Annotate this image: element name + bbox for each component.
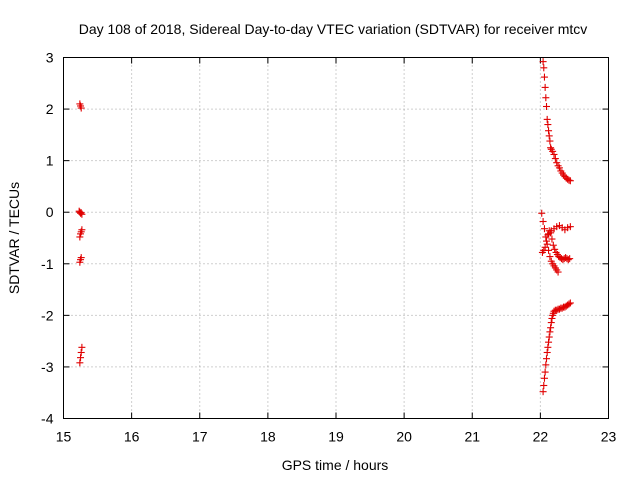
data-point [76,233,84,241]
data-point [543,237,551,245]
data-point [543,355,551,363]
data-point [77,354,85,362]
x-axis-tick-labels: 15 16 17 18 19 20 21 22 23 [56,429,617,445]
series-6 [539,58,574,185]
y-tick-label: -1 [41,256,54,272]
data-point [78,210,86,218]
data-point [551,155,559,163]
data-point [566,255,574,263]
data-point [540,374,548,382]
x-axis-label: GPS time / hours [282,457,389,473]
data-point [545,127,553,135]
series-5 [76,343,86,367]
y-tick-label: -4 [41,411,54,427]
data-point [77,254,85,262]
data-point [541,243,549,251]
y-tick-label: 2 [46,101,54,117]
y-tick-label: 1 [46,153,54,169]
data-point [547,324,555,332]
data-point [77,104,85,112]
x-tick-label: 20 [396,429,412,445]
data-point [544,121,552,129]
data-point [549,241,557,249]
data-point [543,115,551,123]
x-tick-label: 15 [56,429,72,445]
data-point [542,94,550,102]
data-point [566,223,574,231]
axis-ticks [63,57,609,419]
series-1 [76,100,85,112]
y-axis-tick-labels: 3 2 1 0 -1 -2 -3 -4 [41,50,54,427]
data-point [551,245,559,253]
data-point [76,359,84,367]
y-tick-label: 3 [46,50,54,66]
y-axis-label: SDTVAR / TECUs [6,182,22,294]
data-point [543,102,551,110]
chart-title: Day 108 of 2018, Sidereal Day-to-day VTE… [79,21,588,37]
data-point [540,73,548,81]
data-point [542,361,550,369]
x-tick-label: 16 [124,429,140,445]
data-point [77,348,85,356]
data-point [541,83,549,91]
series-7 [538,209,562,276]
data-point [547,144,555,152]
data-point [566,177,574,185]
data-point [545,333,553,341]
data-point [540,225,548,233]
data-point [538,209,546,217]
grid [63,57,609,419]
plot-frame [63,57,609,419]
data-point [546,137,554,145]
x-tick-label: 19 [328,429,344,445]
data-point [546,328,554,336]
series-4 [76,254,85,266]
x-tick-label: 18 [260,429,276,445]
series-9 [545,222,574,238]
data-point [550,150,558,158]
x-tick-label: 17 [192,429,208,445]
data-point [566,299,574,307]
x-tick-label: 23 [601,429,617,445]
data-point [564,256,572,264]
data-point [545,338,553,346]
data-point [543,348,551,356]
y-tick-label: -2 [41,307,54,323]
data-point [548,235,556,243]
data-point [544,343,552,351]
data-point [78,343,86,351]
data-point [545,132,553,140]
data-point [553,159,561,167]
x-tick-label: 21 [464,429,480,445]
data-point [78,226,86,234]
data-point [539,58,547,66]
x-tick-label: 22 [533,429,549,445]
data-point [541,368,549,376]
data-point [546,253,554,261]
series-2 [75,207,86,218]
data-point [547,319,555,327]
data-point [554,268,562,276]
y-tick-label: -3 [41,359,54,375]
data-point [540,64,548,72]
series-10 [539,299,574,396]
data-point [77,209,85,217]
data-point [548,314,556,322]
data-point [549,147,557,155]
data-point [539,217,547,225]
data-point [540,246,548,254]
series-3 [76,226,86,241]
y-tick-label: 0 [46,204,54,220]
data-point [539,388,547,396]
data-points [75,58,574,396]
data-point [565,300,573,308]
data-point [540,381,548,389]
series-8 [538,227,574,264]
data-point [555,164,563,172]
